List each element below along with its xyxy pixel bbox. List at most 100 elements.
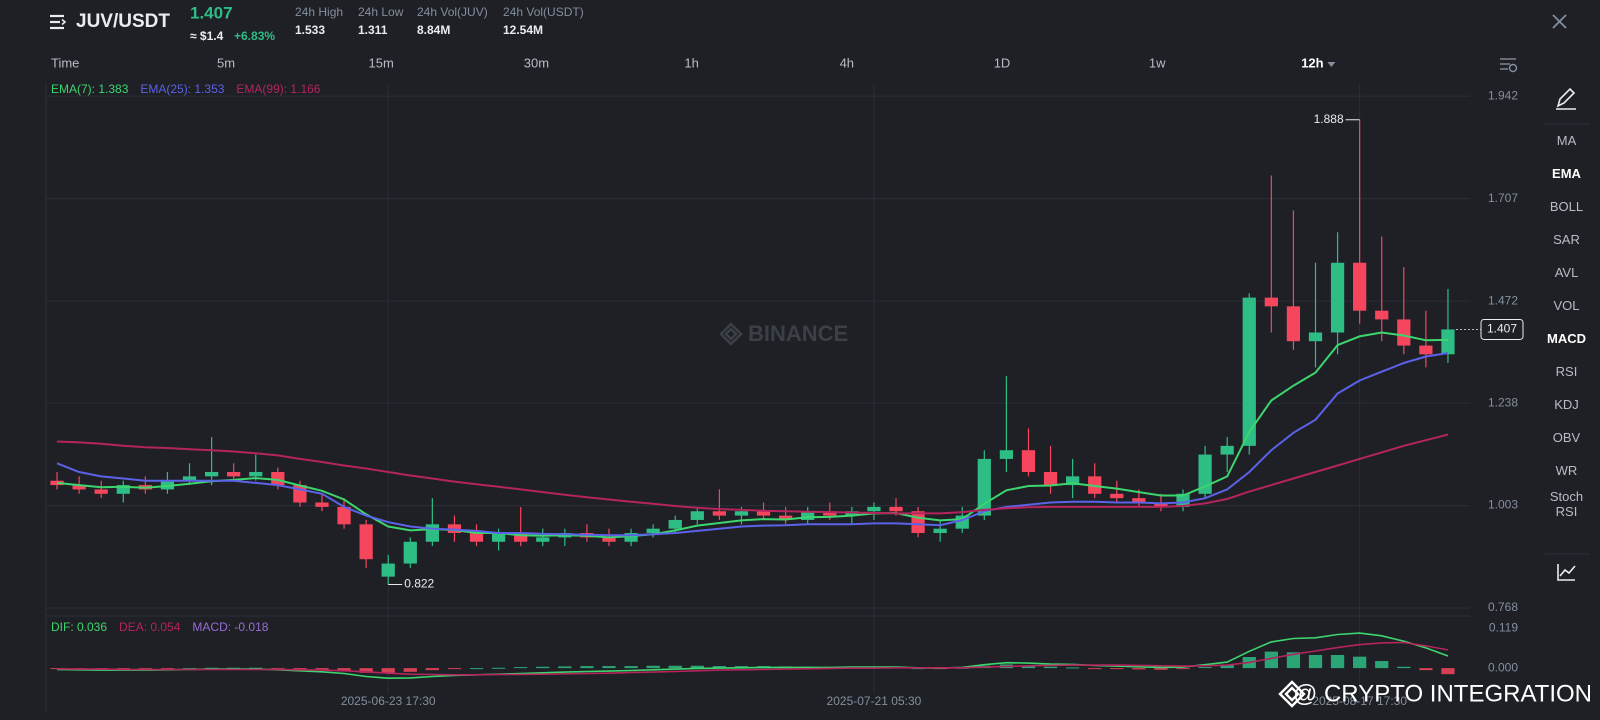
macd-bar: [911, 668, 925, 670]
candle-body: [1154, 502, 1168, 507]
interval-tab[interactable]: 5m: [217, 55, 235, 70]
macd-bar: [337, 668, 351, 671]
watermark: BINANCE: [748, 321, 848, 346]
stat-label: 24h High: [295, 5, 343, 19]
draw-tool-icon[interactable]: [1556, 87, 1576, 110]
legend-entry: EMA(7): 1.383: [51, 82, 129, 96]
interval-tab[interactable]: 1D: [994, 55, 1011, 70]
candle-body: [778, 515, 793, 520]
candle-body: [271, 472, 285, 486]
low-label: 0.822: [404, 577, 434, 591]
indicator-option[interactable]: OBV: [1552, 430, 1581, 445]
y-tick-label: 1.238: [1488, 395, 1518, 409]
candle-body: [602, 537, 616, 542]
close-icon[interactable]: [1552, 14, 1567, 29]
macd-line: [56, 641, 1449, 676]
candle-body: [182, 476, 197, 481]
macd-bar: [580, 666, 594, 669]
usd-price: ≈ $1.4: [190, 29, 224, 43]
candle-body: [624, 533, 638, 542]
y-tick-label: 1.472: [1488, 293, 1518, 307]
stat-value: 1.533: [295, 23, 325, 37]
candle-body: [823, 511, 837, 516]
candle-body: [1242, 297, 1256, 446]
indicator-chart-icon[interactable]: [1557, 564, 1576, 581]
macd-bar: [315, 668, 329, 670]
indicator-option[interactable]: VOL: [1553, 298, 1580, 313]
x-tick-label: 2025-07-21 05:30: [827, 694, 922, 708]
candle-body: [249, 472, 263, 477]
interval-tab[interactable]: 4h: [840, 55, 854, 70]
candle-body: [1220, 445, 1234, 455]
price-tag-box: [1480, 318, 1524, 340]
indicator-option[interactable]: EMA: [1552, 166, 1581, 181]
indicator-option[interactable]: MACD: [1547, 331, 1586, 346]
macd-bar: [1397, 666, 1411, 669]
indicator-option[interactable]: WR: [1555, 463, 1578, 478]
candle-body: [889, 506, 903, 512]
candle-body: [1419, 345, 1433, 355]
y-tick-label: 0.768: [1488, 600, 1518, 614]
interval-tab[interactable]: Time: [51, 55, 79, 70]
candle-body: [911, 511, 925, 534]
interval-dropdown-arrow[interactable]: [1327, 62, 1336, 67]
stat-label: 24h Vol(USDT): [503, 5, 584, 19]
macd-bar: [1154, 668, 1168, 670]
macd-bar: [447, 668, 462, 670]
indicator-option[interactable]: KDJ: [1554, 397, 1579, 412]
candle-body: [514, 533, 528, 542]
interval-tab[interactable]: 1w: [1149, 55, 1166, 70]
chart-settings-icon[interactable]: [1500, 58, 1518, 73]
indicator-option[interactable]: AVL: [1554, 265, 1579, 280]
indicator-option[interactable]: MA: [1556, 133, 1577, 148]
indicator-option[interactable]: RSI: [1555, 364, 1578, 379]
stat-value: 1.311: [358, 23, 388, 37]
candle-body: [668, 519, 682, 529]
candle-body: [801, 511, 815, 520]
ema-line: [56, 352, 1449, 537]
candle-body: [469, 533, 484, 542]
interval-tab[interactable]: 12h: [1301, 55, 1323, 70]
menu-icon[interactable]: [50, 14, 67, 30]
candle-body: [116, 485, 130, 494]
candle-body: [1132, 498, 1146, 503]
stat-value: 12.54M: [503, 23, 543, 37]
macd-bar: [359, 668, 373, 673]
macd-bar: [138, 668, 152, 670]
macd-bar: [1043, 666, 1058, 669]
macd-bar: [403, 668, 417, 672]
indicator-option[interactable]: Stoch RSI: [1549, 488, 1584, 519]
macd-bar: [1264, 651, 1278, 669]
candle-body: [337, 506, 351, 525]
macd-bar: [1132, 668, 1146, 670]
last-price: 1.407: [190, 3, 233, 22]
y-tick-label: 1.942: [1488, 88, 1518, 102]
indicator-option[interactable]: SAR: [1553, 232, 1580, 247]
candle-body: [536, 537, 550, 542]
candle-body: [381, 563, 395, 577]
macd-bar: [1441, 668, 1455, 675]
macd-bar: [160, 668, 175, 670]
candle-body: [999, 450, 1014, 459]
candle-body: [734, 511, 749, 516]
legend-entry: EMA(99): 1.166: [236, 82, 320, 96]
macd-bar: [381, 668, 395, 674]
indicator-option[interactable]: BOLL: [1549, 199, 1584, 214]
macd-bar: [116, 668, 130, 670]
candle-body: [94, 489, 108, 494]
indicator-menu: MA EMA BOLL SAR AVL VOL MACD RSI KDJ OBV WR Stoch R…: [1541, 124, 1592, 520]
candle-body: [204, 472, 219, 477]
y-tick-label: 0.000: [1488, 660, 1518, 674]
macd-bar: [425, 668, 439, 671]
macd-bar: [558, 666, 572, 669]
interval-tab[interactable]: 1h: [684, 55, 698, 70]
x-tick-label: 2025-06-23 17:30: [341, 694, 436, 708]
interval-tab[interactable]: 15m: [369, 55, 394, 70]
macd-bar: [1308, 654, 1323, 669]
macd-bar: [204, 667, 219, 669]
interval-tab[interactable]: 30m: [524, 55, 549, 70]
macd-bar: [536, 666, 550, 669]
